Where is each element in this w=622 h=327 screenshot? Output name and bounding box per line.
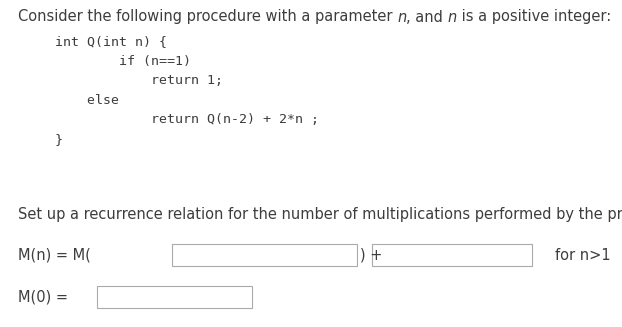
Text: Consider the following procedure with a parameter: Consider the following procedure with a … [18, 9, 397, 25]
Text: }: } [55, 133, 63, 146]
Text: if (n==1): if (n==1) [55, 55, 191, 68]
Text: is a positive integer:: is a positive integer: [457, 9, 611, 25]
Bar [172, 244, 357, 266]
Text: , and: , and [406, 9, 448, 25]
Text: return 1;: return 1; [55, 75, 223, 88]
Bar [372, 244, 532, 266]
Text: else: else [55, 94, 119, 107]
Text: int Q(int n) {: int Q(int n) { [55, 36, 167, 48]
Text: n: n [397, 9, 406, 25]
Text: return Q(n-2) + 2*n ;: return Q(n-2) + 2*n ; [55, 113, 319, 127]
Text: ) +: ) + [360, 248, 383, 263]
Text: M(0) =: M(0) = [18, 289, 68, 304]
Text: for n>1: for n>1 [555, 248, 611, 263]
Bar [97, 286, 252, 308]
Text: n: n [448, 9, 457, 25]
Text: Set up a recurrence relation for the number of multiplications performed by the : Set up a recurrence relation for the num… [18, 208, 622, 222]
Text: M(n) = M(: M(n) = M( [18, 248, 91, 263]
